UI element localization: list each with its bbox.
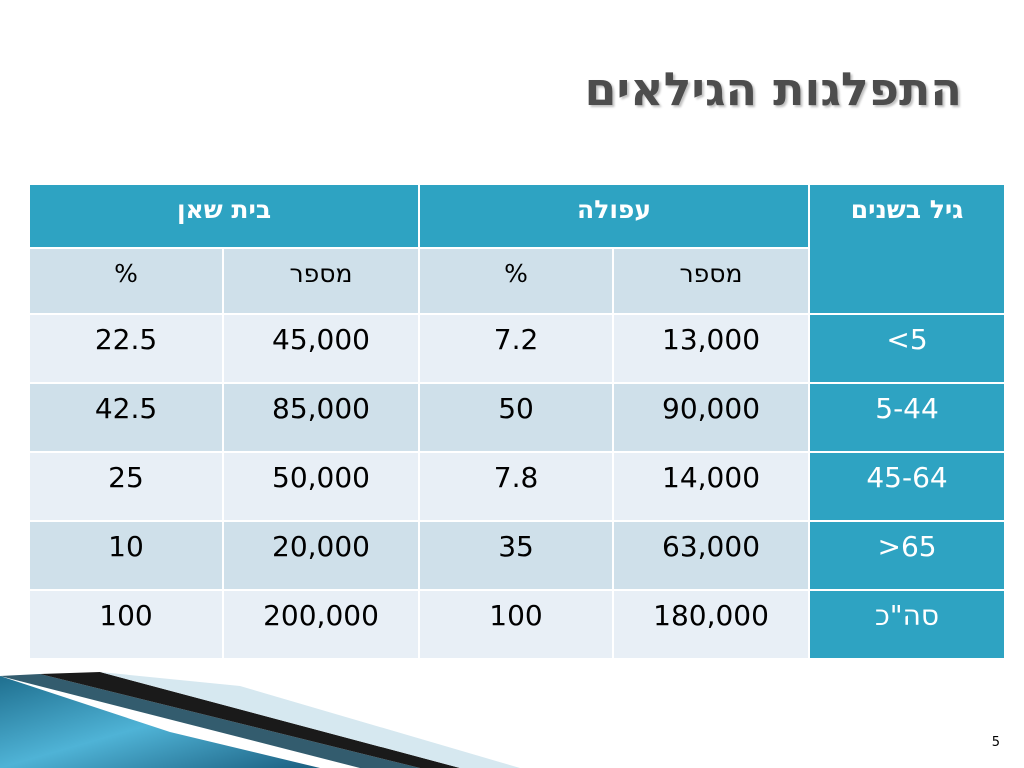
cell-beit-shean-percent: 22.5 xyxy=(28,313,224,384)
cell-age-group: 45-64 xyxy=(808,451,1007,522)
cell-total-label: סה"כ xyxy=(808,589,1007,660)
subheader-afula-percent: % xyxy=(418,247,615,315)
cell-afula-percent: 35 xyxy=(418,520,615,591)
table-row: 10 20,000 35 63,000 >65 xyxy=(28,520,1007,591)
cell-afula-percent: 7.8 xyxy=(418,451,615,522)
age-distribution-table: בית שאן עפולה גיל בשנים % מספר % מספר 22… xyxy=(27,183,1007,660)
cell-beit-shean-count: 200,000 xyxy=(221,589,421,660)
table-row-total: 100 200,000 100 180,000 סה"כ xyxy=(28,589,1007,660)
table-row: 25 50,000 7.8 14,000 45-64 xyxy=(28,451,1007,522)
subheader-afula-count: מספר xyxy=(612,247,811,315)
table-subheader-row: % מספר % מספר xyxy=(28,247,1005,315)
cell-age-group: 5-44 xyxy=(808,382,1007,453)
table-row: 22.5 45,000 7.2 13,000 <5 xyxy=(28,313,1007,384)
cell-beit-shean-percent: 42.5 xyxy=(28,382,224,453)
table-header-row: בית שאן עפולה גיל בשנים xyxy=(27,183,1007,315)
cell-afula-percent: 50 xyxy=(418,382,615,453)
subheader-beit-shean-count: מספר xyxy=(221,247,421,315)
cell-afula-percent: 7.2 xyxy=(418,313,615,384)
cell-beit-shean-percent: 25 xyxy=(28,451,224,522)
page-number: 5 xyxy=(991,735,1000,750)
cell-beit-shean-count: 50,000 xyxy=(221,451,421,522)
slide-title: התפלגות הגילאים xyxy=(584,62,962,116)
cell-afula-percent: 100 xyxy=(418,589,615,660)
cell-beit-shean-count: 45,000 xyxy=(221,313,421,384)
group-header-beit-shean: בית שאן xyxy=(27,183,421,249)
cell-afula-count: 13,000 xyxy=(612,313,811,384)
cell-beit-shean-percent: 100 xyxy=(28,589,224,660)
cell-beit-shean-percent: 10 xyxy=(28,520,224,591)
subheader-beit-shean-percent: % xyxy=(28,247,224,315)
age-column-header: גיל בשנים xyxy=(808,183,1007,315)
table-row: 42.5 85,000 50 90,000 5-44 xyxy=(28,382,1007,453)
cell-beit-shean-count: 85,000 xyxy=(221,382,421,453)
cell-age-group: <5 xyxy=(808,313,1007,384)
cell-beit-shean-count: 20,000 xyxy=(221,520,421,591)
cell-age-group: >65 xyxy=(808,520,1007,591)
cell-afula-count: 90,000 xyxy=(612,382,811,453)
group-header-afula: עפולה xyxy=(418,183,811,249)
cell-afula-count: 63,000 xyxy=(612,520,811,591)
cell-afula-count: 14,000 xyxy=(612,451,811,522)
cell-afula-count: 180,000 xyxy=(612,589,811,660)
decorative-swoosh xyxy=(0,672,520,768)
